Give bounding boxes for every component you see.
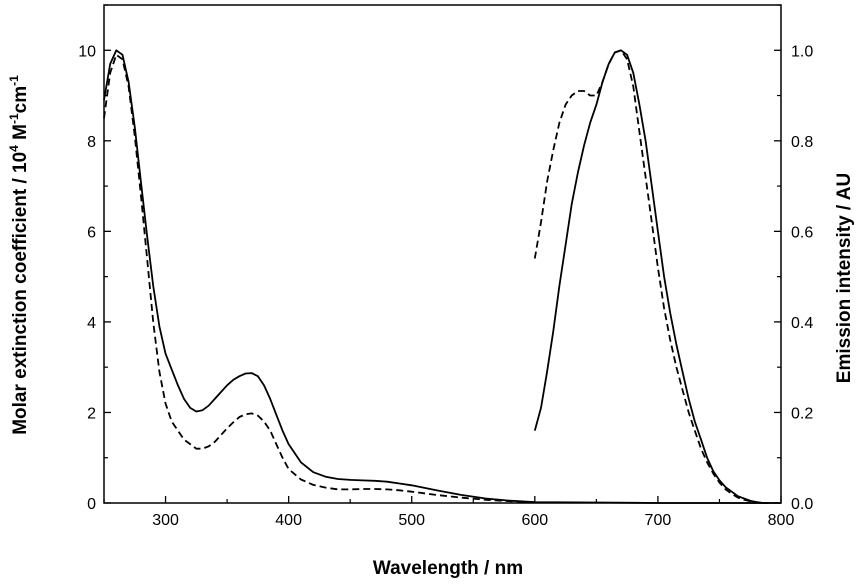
y-right-axis-ticks: 0.0 0.2 0.4 0.6 0.8 1.0 xyxy=(774,4,813,513)
emission-solid-line xyxy=(533,49,769,504)
plot-frame xyxy=(103,4,782,504)
y-left-tick-label: 10 xyxy=(78,43,96,60)
y-left-tick-label: 2 xyxy=(87,405,96,422)
y-right-tick-label: 1.0 xyxy=(791,43,813,60)
x-tick-label: 300 xyxy=(152,512,179,529)
x-tick-label: 400 xyxy=(275,512,302,529)
series-layer xyxy=(103,49,781,504)
y-left-tick-label: 4 xyxy=(87,315,96,332)
x-tick-label: 500 xyxy=(398,512,425,529)
x-tick-label: 800 xyxy=(768,512,795,529)
x-tick-label: 700 xyxy=(645,512,672,529)
y-right-axis-title: Emission intensity / AU xyxy=(834,173,855,383)
x-axis-title: Wavelength / nm xyxy=(373,558,523,579)
y-left-axis-ticks: 0 2 4 6 8 10 xyxy=(78,4,111,513)
y-right-tick-label: 0.0 xyxy=(791,496,813,513)
y-right-tick-label: 0.2 xyxy=(791,405,813,422)
emission-dashed-line xyxy=(533,49,769,504)
x-axis-ticks: 300 400 500 600 700 800 xyxy=(103,496,795,529)
y-right-tick-label: 0.8 xyxy=(791,134,813,151)
x-tick-label: 600 xyxy=(521,512,548,529)
y-right-tick-label: 0.4 xyxy=(791,315,813,332)
y-left-tick-label: 6 xyxy=(87,224,96,241)
absorption-dashed-line xyxy=(103,53,535,503)
y-left-axis-title: Molar extinction coefficient / 104 M-1cm… xyxy=(7,75,31,435)
absorption-solid-line xyxy=(103,49,781,504)
y-left-tick-label: 8 xyxy=(87,134,96,151)
y-left-tick-label: 0 xyxy=(87,496,96,513)
plot-border xyxy=(103,4,782,504)
y-right-tick-label: 0.6 xyxy=(791,224,813,241)
